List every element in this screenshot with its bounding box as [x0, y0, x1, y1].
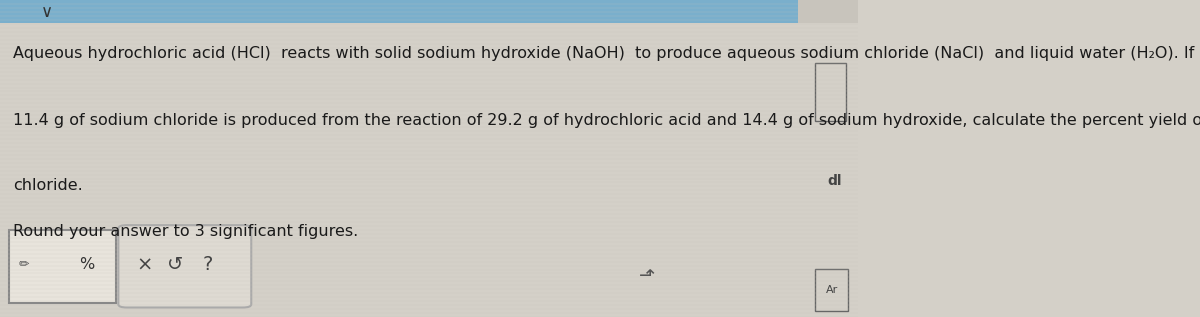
FancyBboxPatch shape: [798, 0, 858, 23]
Text: %: %: [79, 257, 94, 272]
Text: 11.4 g of sodium chloride is produced from the reaction of 29.2 g of hydrochlori: 11.4 g of sodium chloride is produced fr…: [13, 113, 1200, 128]
FancyBboxPatch shape: [815, 269, 848, 311]
Text: ?: ?: [203, 255, 212, 274]
Text: Round your answer to 3 significant figures.: Round your answer to 3 significant figur…: [13, 223, 358, 239]
Text: Aqueous hydrochloric acid (HCl)  reacts with solid sodium hydroxide (NaOH)  to p: Aqueous hydrochloric acid (HCl) reacts w…: [13, 46, 1194, 61]
FancyBboxPatch shape: [8, 230, 115, 303]
Text: ×: ×: [136, 255, 152, 274]
FancyBboxPatch shape: [119, 225, 251, 307]
Text: ⬏: ⬏: [640, 266, 655, 285]
Text: dl: dl: [827, 174, 841, 188]
Text: ↺: ↺: [167, 255, 184, 274]
Text: ∨: ∨: [41, 3, 53, 21]
Text: ✏: ✏: [19, 258, 29, 271]
Text: chloride.: chloride.: [13, 178, 83, 193]
FancyBboxPatch shape: [815, 63, 846, 121]
FancyBboxPatch shape: [0, 0, 798, 23]
Text: Ar: Ar: [826, 285, 838, 295]
